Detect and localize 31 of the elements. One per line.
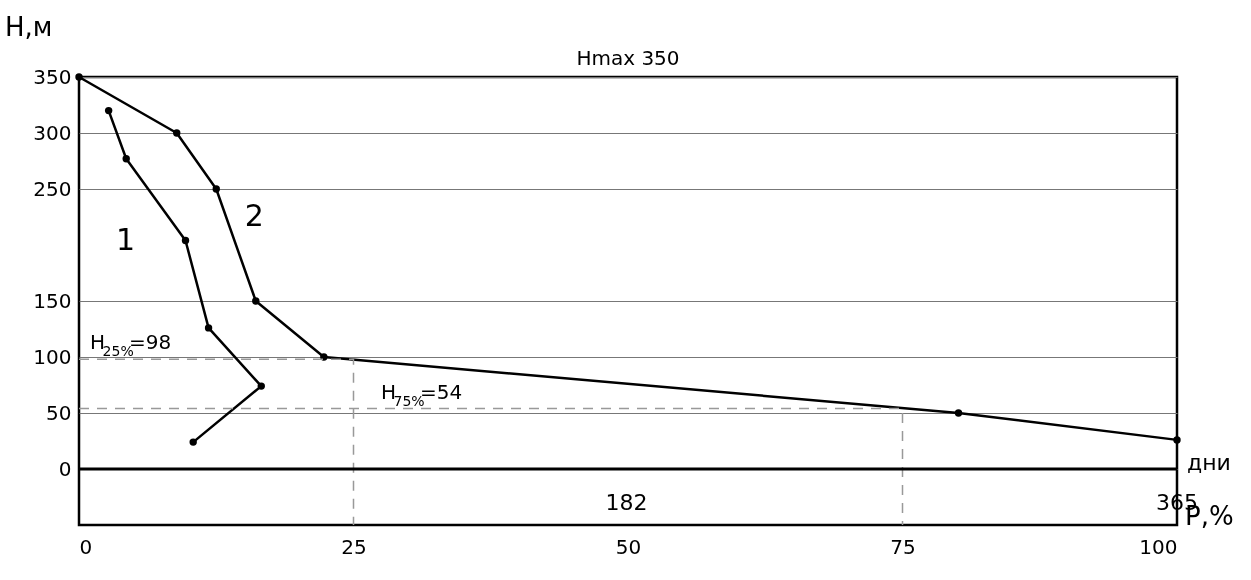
y-tick-label: 100 [33,344,72,369]
x-tick-label: 0 [79,534,93,559]
x-tick-label: 25 [341,534,367,559]
point [173,129,181,137]
point [75,73,83,81]
point [320,353,328,361]
point [954,409,963,417]
x-tick-label: 75 [890,534,916,559]
x-tick-label: 50 [615,534,642,559]
point [189,438,197,446]
point [252,297,260,305]
point [181,236,190,245]
series-label: 2 [244,198,264,233]
point [104,106,113,115]
point [204,324,213,332]
series-label: 1 [115,221,136,257]
y-tick-label: 300 [33,120,72,145]
x-tick-label: 100 [1139,534,1178,559]
point [122,155,130,163]
point [1173,436,1181,444]
y-axis-title: Н,м [5,12,53,42]
y-tick-label: 50 [46,400,72,425]
point [212,185,220,193]
y-tick-label: 0 [58,456,72,481]
y-tick-label: 350 [33,64,72,89]
point [257,382,265,390]
y-tick-label: 250 [33,176,72,201]
x2-tick-label: 182 [605,489,648,515]
chart-title: Hmax 350 [576,46,680,70]
x2-axis-title: дни [1187,450,1231,475]
y-tick-label: 150 [33,288,72,313]
